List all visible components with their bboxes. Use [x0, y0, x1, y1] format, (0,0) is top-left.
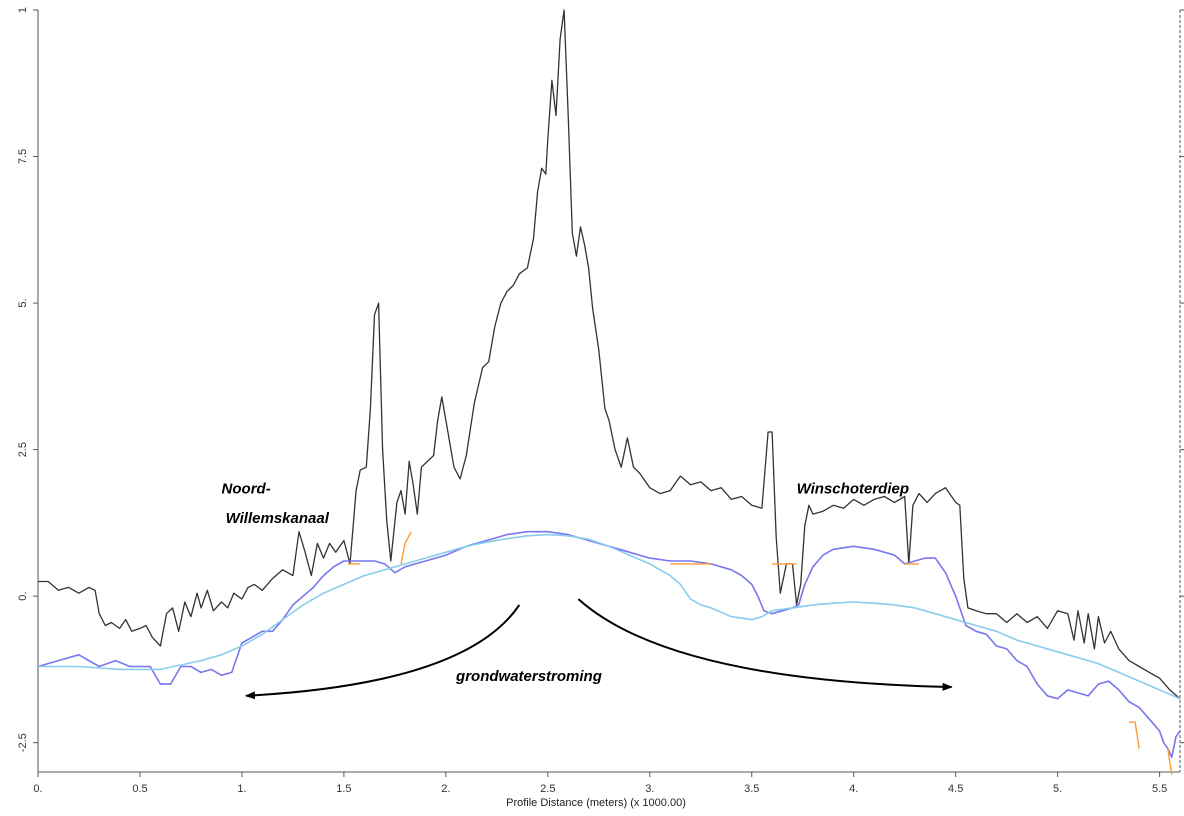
x-tick-label: 2.5 [540, 783, 555, 795]
flow-arrow-2 [577, 598, 953, 691]
annotation-3: Winschoterdiep [797, 481, 909, 498]
y-tick-label: 7.5 [17, 149, 29, 164]
axes: 0. 0.5 1. 1.5 2. 2.5 3. 3.5 4. 4.5 5. 5.5 -2.5 0. 2.5 5… [17, 7, 1184, 795]
x-tick-label: 0.5 [132, 783, 147, 795]
series-layer [37, 9, 1181, 776]
x-tick-label: 0. [33, 783, 42, 795]
flow-arrow-1 [245, 604, 521, 700]
series-line-3 [38, 533, 1181, 700]
annotation-4: grondwaterstroming [455, 668, 602, 685]
series-segment-4-7 [1167, 748, 1173, 776]
annotation-1: Noord- [222, 481, 271, 498]
x-tick-label: 1. [237, 783, 246, 795]
y-tick-label: -2.5 [17, 733, 29, 752]
x-axis-title: Profile Distance (meters) (x 1000.00) [506, 797, 686, 809]
x-tick-label: 3.5 [744, 783, 759, 795]
y-tick-label: 1 [17, 7, 29, 13]
y-tick-label: 2.5 [17, 442, 29, 457]
x-tick-label: 1.5 [336, 783, 351, 795]
series-line-2 [37, 530, 1181, 759]
x-tick-label: 5. [1053, 783, 1062, 795]
y-tick-label: 5. [17, 298, 29, 307]
series-line-1 [38, 9, 1181, 700]
annotation-2: Willemskanaal [226, 510, 330, 527]
x-tick-label: 4. [849, 783, 858, 795]
series-segment-4-6 [1129, 721, 1140, 749]
y-tick-label: 0. [17, 592, 29, 601]
x-tick-label: 2. [441, 783, 450, 795]
flow-arrows [245, 598, 953, 700]
annotations: Noord- Willemskanaal Winschoterdiep grondwa… [222, 481, 909, 686]
x-tick-label: 3. [645, 783, 654, 795]
x-tick-label: 5.5 [1152, 783, 1167, 795]
x-tick-label: 4.5 [948, 783, 963, 795]
series-segment-4-1 [400, 531, 412, 565]
